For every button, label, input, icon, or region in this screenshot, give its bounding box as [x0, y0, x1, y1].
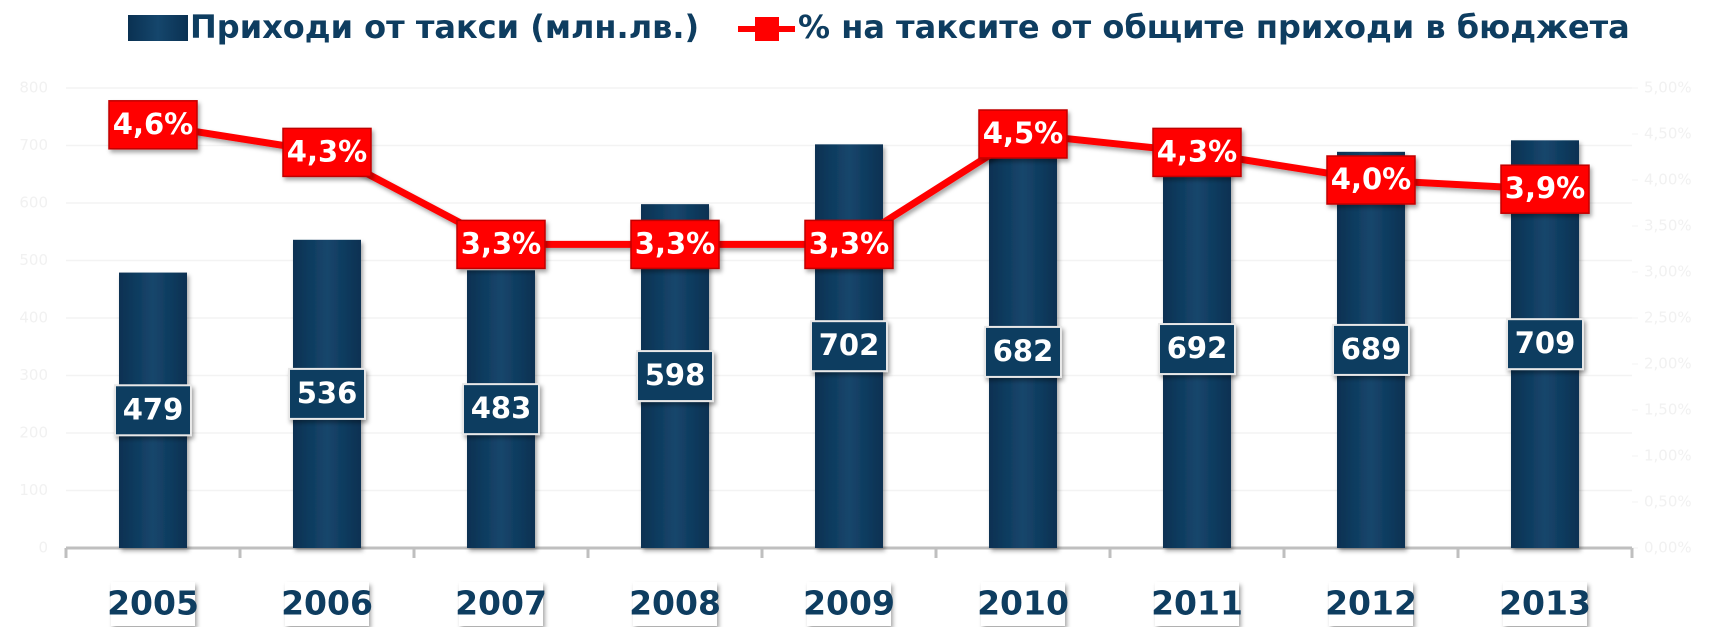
x-label-box — [111, 582, 195, 626]
bar-label-box — [810, 320, 888, 373]
y-tick-label: 0 — [38, 539, 48, 557]
line-label: 4,0% — [1331, 162, 1411, 196]
line-label-box — [108, 100, 198, 150]
line-label-box — [1500, 164, 1590, 214]
x-label-box — [1503, 582, 1587, 626]
line-label: 3,9% — [1505, 171, 1585, 205]
line-label: 3,3% — [635, 226, 715, 260]
bar-label-box — [636, 350, 714, 403]
legend-label: Приходи от такси (млн.лв.) — [190, 8, 699, 46]
bar-label-box — [462, 383, 540, 436]
x-label-box — [459, 582, 543, 626]
line-label-box — [1326, 155, 1416, 205]
bar-label: 702 — [819, 328, 880, 362]
line-label: 4,6% — [113, 107, 193, 141]
x-tick-label: 2006 — [281, 584, 373, 623]
y2-tick-label: 4,50% — [1644, 125, 1692, 143]
bar-label-box — [288, 367, 366, 420]
bar-label: 682 — [993, 334, 1054, 368]
y-tick-label: 800 — [19, 79, 48, 97]
line-label-box — [630, 219, 720, 270]
legend-label: % на таксите от общите приходи в бюджета — [798, 8, 1630, 46]
line-label-box — [282, 127, 372, 178]
y2-tick-label: 5,00% — [1644, 79, 1692, 97]
legend-swatch-marker — [755, 17, 779, 41]
bar-label: 692 — [1167, 331, 1228, 365]
y-tick-label: 700 — [19, 136, 48, 154]
line-label: 3,3% — [809, 226, 889, 260]
x-tick-label: 2010 — [977, 584, 1069, 623]
bar-label-box — [114, 384, 192, 437]
bar-label: 483 — [471, 391, 532, 425]
x-label-box — [981, 582, 1065, 626]
x-tick-label: 2007 — [455, 584, 547, 623]
legend-swatch-bars — [128, 15, 188, 41]
y2-tick-label: 0,00% — [1644, 539, 1692, 557]
x-label-box — [807, 582, 891, 626]
bar-label-box — [1506, 318, 1584, 371]
y2-tick-label: 3,00% — [1644, 263, 1692, 281]
line-label-box — [978, 109, 1068, 159]
bar-label: 479 — [123, 392, 184, 426]
line-label-box — [456, 219, 546, 270]
y-tick-label: 400 — [19, 309, 48, 327]
y2-tick-label: 1,00% — [1644, 447, 1692, 465]
x-label-box — [633, 582, 717, 626]
x-tick-label: 2011 — [1151, 584, 1243, 623]
y-tick-label: 600 — [19, 194, 48, 212]
bar-label: 536 — [297, 376, 358, 410]
x-tick-label: 2012 — [1325, 584, 1417, 623]
y2-tick-label: 2,50% — [1644, 309, 1692, 327]
y-tick-label: 500 — [19, 251, 48, 269]
line-label: 3,3% — [461, 226, 541, 260]
y2-tick-label: 3,50% — [1644, 217, 1692, 235]
y2-tick-label: 1,50% — [1644, 401, 1692, 419]
x-tick-label: 2005 — [107, 584, 199, 623]
bar-label-box — [984, 325, 1062, 378]
y2-tick-label: 4,00% — [1644, 171, 1692, 189]
bar-label: 689 — [1341, 332, 1402, 366]
x-tick-label: 2008 — [629, 584, 721, 623]
bar-label-box — [1332, 323, 1410, 376]
y-tick-label: 200 — [19, 424, 48, 442]
bar-label-box — [1158, 323, 1236, 376]
line-label-box — [1152, 127, 1242, 178]
line-label: 4,3% — [287, 134, 367, 168]
line-label: 4,3% — [1157, 134, 1237, 168]
y2-tick-label: 2,00% — [1644, 355, 1692, 373]
x-label-box — [285, 582, 369, 626]
x-tick-label: 2009 — [803, 584, 895, 623]
x-label-box — [1155, 582, 1239, 626]
bar-label: 598 — [645, 358, 706, 392]
x-label-box — [1329, 582, 1413, 626]
y-tick-label: 300 — [19, 366, 48, 384]
y-tick-label: 100 — [19, 481, 48, 499]
y2-tick-label: 0,50% — [1644, 493, 1692, 511]
x-tick-label: 2013 — [1499, 584, 1591, 623]
line-label: 4,5% — [983, 116, 1063, 150]
line-label-box — [804, 219, 894, 270]
bar-label: 709 — [1515, 326, 1576, 360]
